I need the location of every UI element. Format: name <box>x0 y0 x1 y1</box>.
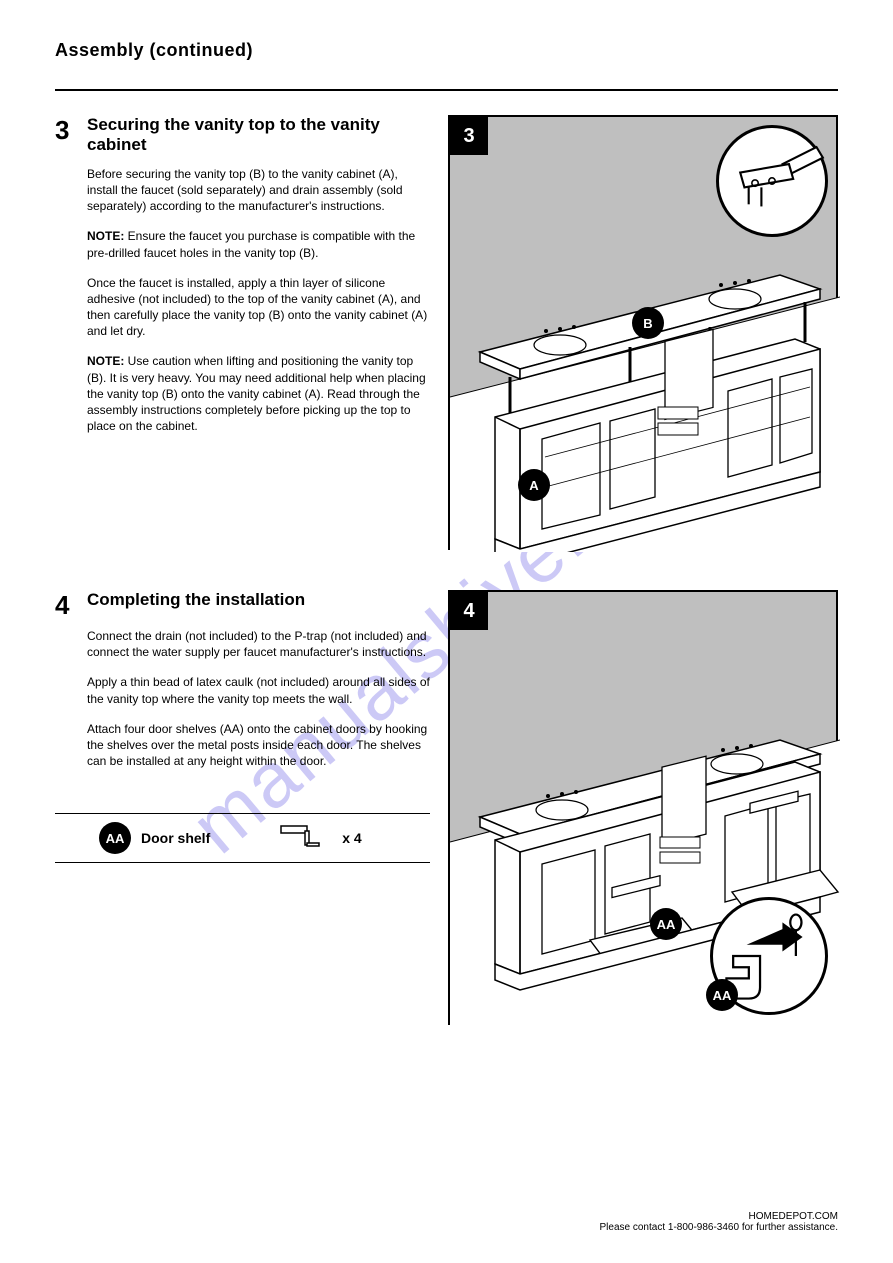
figure4-callout-aa-bottom: AA <box>706 979 738 1011</box>
door-shelf-icon <box>280 825 322 852</box>
figure-3: 3 <box>448 115 838 550</box>
legend-rule-bottom <box>55 862 430 863</box>
step4-text-column: 4 Completing the installation Connect th… <box>55 590 430 1025</box>
step4-p2: Apply a thin bead of latex caulk (not in… <box>87 674 430 706</box>
step3-p2: NOTE: Ensure the faucet you purchase is … <box>87 228 430 260</box>
step4-heading: 4 Completing the installation <box>55 590 430 618</box>
spacer2 <box>55 783 430 813</box>
step4-title: Completing the installation <box>87 590 305 610</box>
page-footer: HOMEDEPOT.COM Please contact 1-800-986-3… <box>600 1211 838 1233</box>
page-container: Assembly (continued) 3 Securing the vani… <box>55 40 838 1025</box>
step3-p1: Before securing the vanity top (B) to th… <box>87 166 430 215</box>
step4-number: 4 <box>55 590 73 618</box>
header-rule <box>55 89 838 91</box>
figure3-callout-a: A <box>518 469 550 501</box>
step3-note2-text: Use caution when lifting and positioning… <box>87 354 426 433</box>
step4-figure-column: 4 <box>448 590 838 1025</box>
step3-note1-text: Ensure the faucet you purchase is compat… <box>87 229 415 259</box>
spacer <box>55 550 838 590</box>
step3-p3: Once the faucet is installed, apply a th… <box>87 275 430 340</box>
step3-title: Securing the vanity top to the vanity ca… <box>87 115 430 156</box>
figure4-callout-aa-top: AA <box>650 908 682 940</box>
step4-row: 4 Completing the installation Connect th… <box>55 590 838 1025</box>
figure-4: 4 <box>448 590 838 1025</box>
step4-p3: Attach four door shelves (AA) onto the c… <box>87 721 430 770</box>
step3-note1-label: NOTE: <box>87 229 124 243</box>
legend-part-label: Door shelf <box>141 830 210 846</box>
section-title: Assembly (continued) <box>55 40 838 61</box>
step3-heading: 3 Securing the vanity top to the vanity … <box>55 115 430 156</box>
step3-row: 3 Securing the vanity top to the vanity … <box>55 115 838 550</box>
legend-part-code: AA <box>99 822 131 854</box>
step3-text-column: 3 Securing the vanity top to the vanity … <box>55 115 430 550</box>
step4-p1: Connect the drain (not included) to the … <box>87 628 430 660</box>
legend-row: AA Door shelf x 4 <box>55 814 430 862</box>
step3-note2-label: NOTE: <box>87 354 124 368</box>
figure3-callout-b: B <box>632 307 664 339</box>
legend-qty: x 4 <box>342 830 361 846</box>
step3-number: 3 <box>55 115 73 143</box>
step3-p4: NOTE: Use caution when lifting and posit… <box>87 353 430 434</box>
step3-figure-column: 3 <box>448 115 838 550</box>
